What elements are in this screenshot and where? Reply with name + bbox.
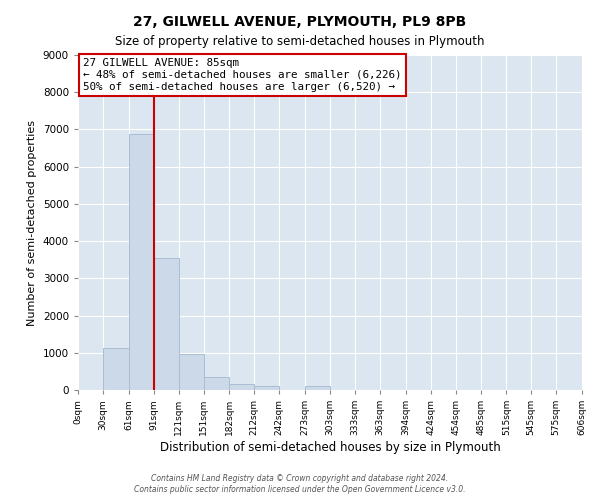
Bar xyxy=(229,384,254,390)
Text: Size of property relative to semi-detached houses in Plymouth: Size of property relative to semi-detach… xyxy=(115,35,485,48)
Bar xyxy=(203,378,229,390)
Bar xyxy=(254,386,279,390)
Bar xyxy=(103,348,129,390)
Y-axis label: Number of semi-detached properties: Number of semi-detached properties xyxy=(27,120,37,326)
Text: 27 GILWELL AVENUE: 85sqm
← 48% of semi-detached houses are smaller (6,226)
50% o: 27 GILWELL AVENUE: 85sqm ← 48% of semi-d… xyxy=(83,58,401,92)
Text: Contains HM Land Registry data © Crown copyright and database right 2024.
Contai: Contains HM Land Registry data © Crown c… xyxy=(134,474,466,494)
Text: 27, GILWELL AVENUE, PLYMOUTH, PL9 8PB: 27, GILWELL AVENUE, PLYMOUTH, PL9 8PB xyxy=(133,15,467,29)
Bar xyxy=(129,134,154,390)
Bar xyxy=(305,386,330,390)
Bar xyxy=(154,258,179,390)
X-axis label: Distribution of semi-detached houses by size in Plymouth: Distribution of semi-detached houses by … xyxy=(160,441,500,454)
Bar xyxy=(179,354,203,390)
